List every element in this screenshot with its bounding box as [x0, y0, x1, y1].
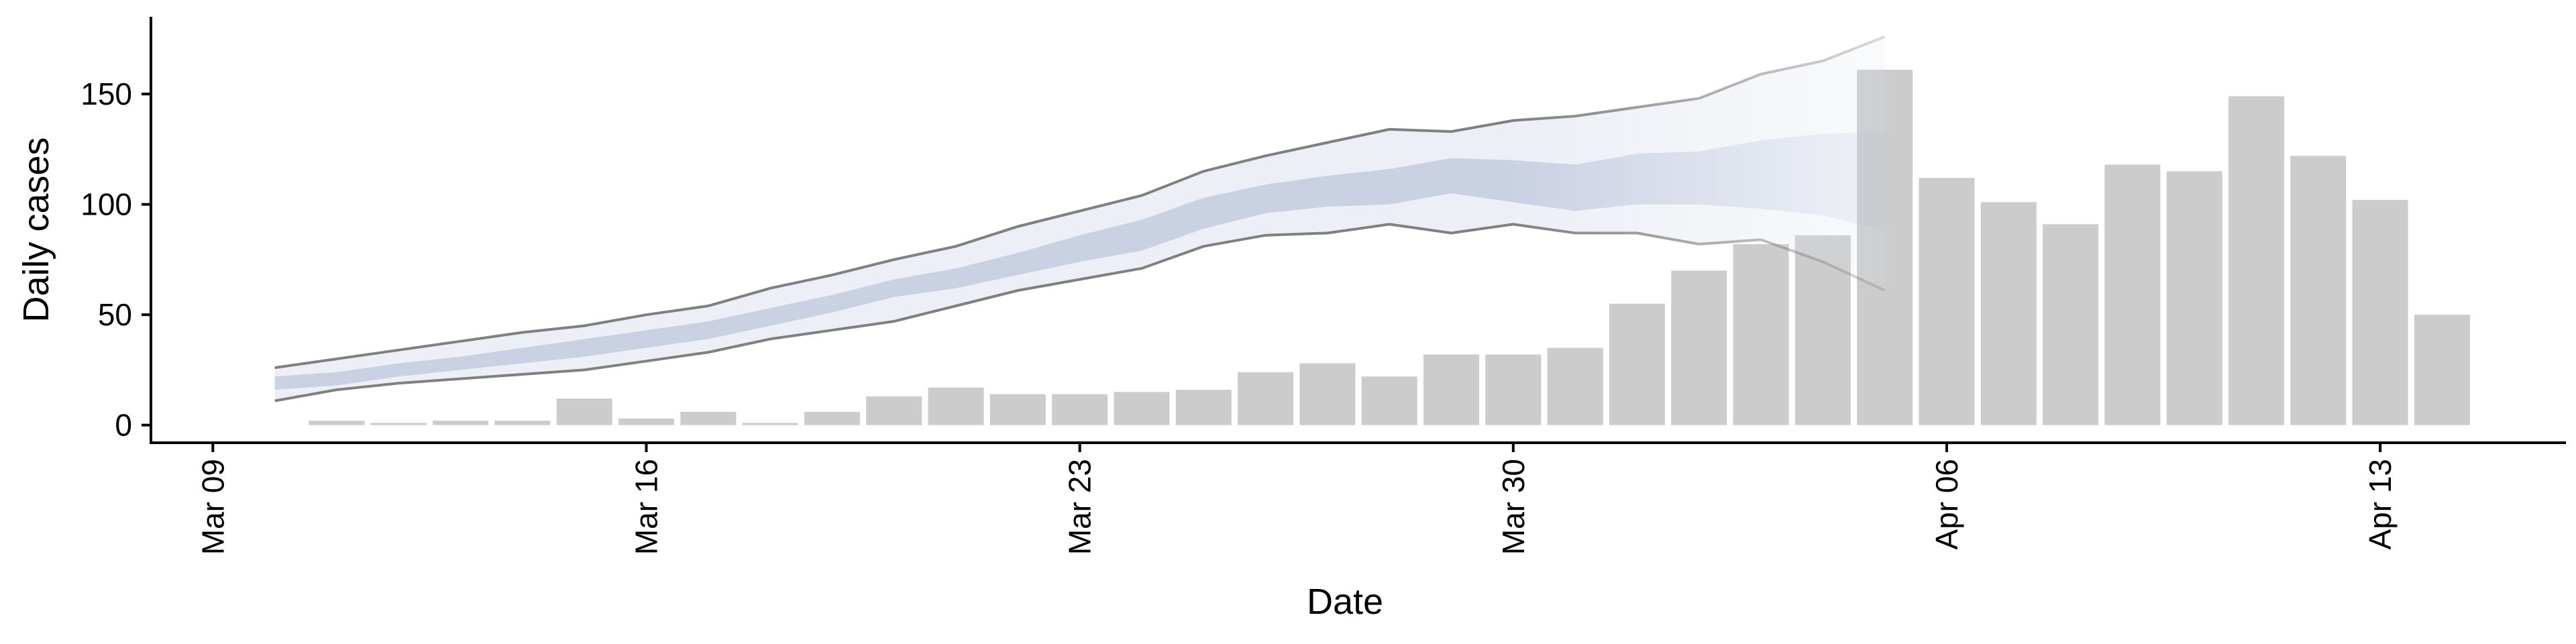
- lower-bound-line: [274, 223, 1886, 402]
- bar: [1980, 202, 2037, 425]
- y-tick-label: 100: [80, 187, 132, 222]
- x-axis-ticks: Mar 09 Mar 16 Mar 23 Mar 30 Apr 06 Apr 13: [195, 443, 2398, 555]
- bar: [1671, 270, 1727, 425]
- bar: [2166, 171, 2222, 425]
- bar: [2104, 164, 2161, 425]
- y-axis-title: Daily cases: [16, 137, 56, 322]
- bar: [2228, 96, 2284, 425]
- bar: [2352, 200, 2408, 425]
- bar: [1733, 244, 1789, 425]
- bar: [1361, 376, 1417, 425]
- outer-credible-band: [274, 36, 1885, 401]
- estimate-series: [274, 35, 1886, 402]
- bar: [494, 421, 551, 425]
- bar: [618, 418, 674, 425]
- bar: [370, 423, 427, 425]
- x-tick-label: Mar 16: [629, 459, 663, 555]
- bar: [1175, 390, 1232, 425]
- x-tick-label: Mar 30: [1496, 459, 1531, 555]
- bar: [1485, 354, 1542, 425]
- bar: [1238, 372, 1294, 425]
- inner-credible-band: [274, 131, 1885, 390]
- x-axis-title: Date: [1307, 582, 1383, 622]
- bar: [1919, 178, 1975, 425]
- y-tick-label: 50: [98, 297, 132, 332]
- bars-series: [309, 69, 2470, 425]
- bar: [309, 421, 365, 425]
- bar: [742, 423, 798, 425]
- axes: 0 50 100 150 Mar 09 Mar 16 Mar 23 Mar 30 Apr 06…: [80, 17, 2566, 555]
- bar: [556, 398, 612, 425]
- x-tick-label: Apr 13: [2363, 459, 2398, 550]
- bar: [1423, 354, 1479, 425]
- bar: [804, 411, 860, 425]
- y-tick-label: 0: [115, 408, 132, 443]
- bar: [1547, 347, 1603, 425]
- y-tick-label: 150: [80, 76, 132, 111]
- bar: [989, 394, 1046, 425]
- bar: [928, 387, 984, 425]
- bar: [2043, 224, 2099, 425]
- bar: [1052, 394, 1108, 425]
- bar: [680, 411, 737, 425]
- x-tick-label: Apr 06: [1929, 459, 1964, 550]
- bar: [2290, 156, 2347, 425]
- bar: [2414, 315, 2470, 425]
- bar: [866, 396, 922, 425]
- y-axis-ticks: 0 50 100 150: [80, 76, 151, 443]
- bar: [1299, 363, 1356, 425]
- bar: [1609, 303, 1665, 425]
- upper-bound-line: [274, 35, 1886, 370]
- bar: [1114, 392, 1170, 425]
- x-tick-label: Mar 23: [1063, 459, 1097, 555]
- bar: [433, 421, 489, 425]
- x-tick-label: Mar 09: [195, 459, 230, 555]
